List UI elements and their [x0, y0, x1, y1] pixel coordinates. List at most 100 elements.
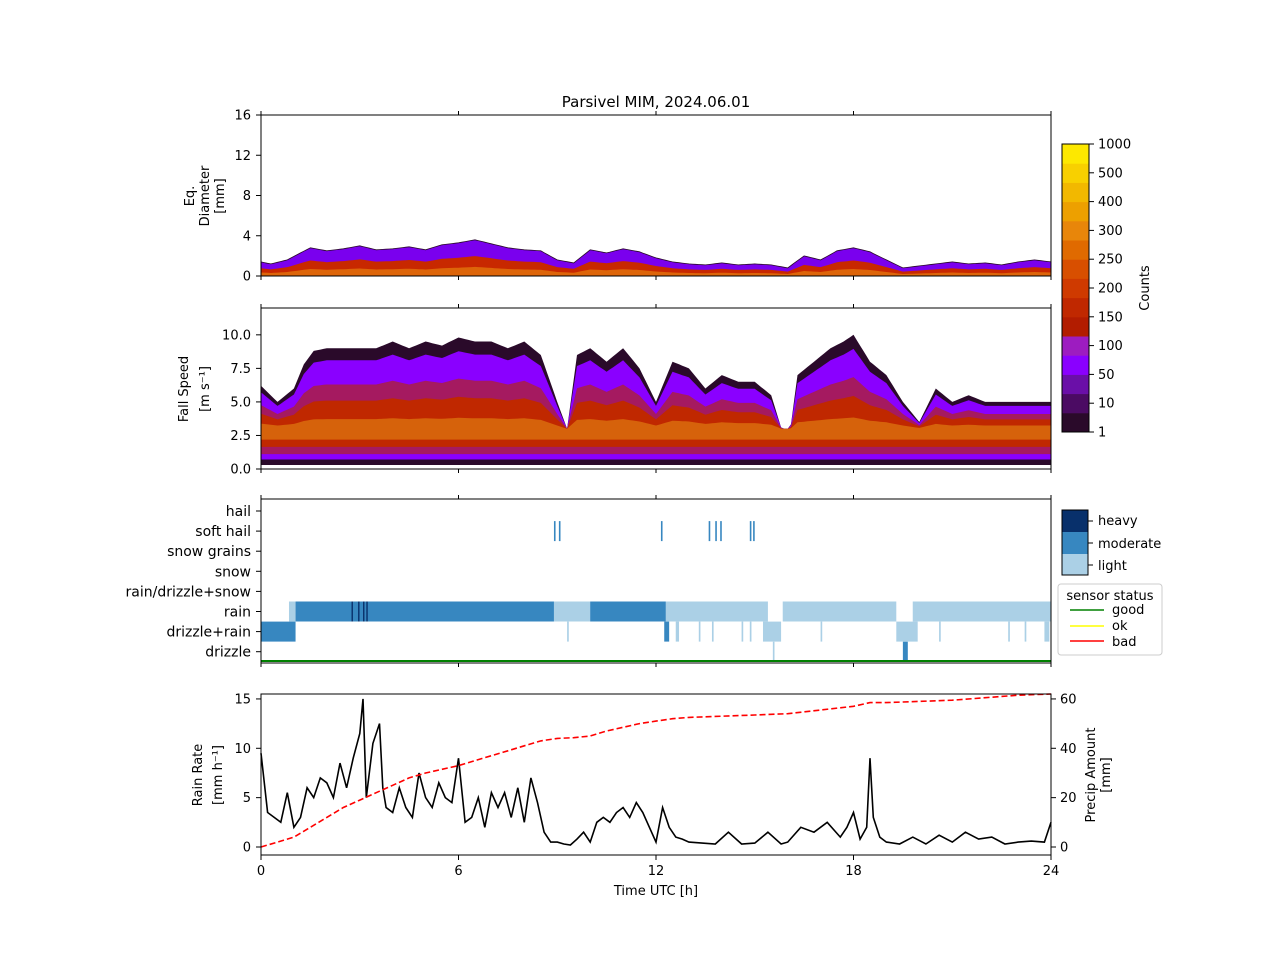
precip-segment: [295, 601, 554, 622]
precip-amount-y-label-line1: Precip Amount: [1084, 728, 1099, 823]
status-legend-title: sensor status: [1066, 589, 1153, 604]
precip-type-y-tick-label: rain: [224, 605, 251, 621]
colorbar-tick-label: 100: [1098, 339, 1123, 354]
diameter-envelope-peak: [261, 266, 1051, 276]
sensor-status-legend: sensor status good ok bad: [1057, 583, 1163, 656]
precip-type-panel: hail soft hail snow grains snow rain/drizzle…: [126, 495, 1052, 667]
x-tick-label: 6: [454, 864, 462, 879]
precip-type-y-tick-label: hail: [226, 504, 251, 520]
legend-label-moderate: moderate: [1098, 537, 1161, 552]
diameter-panel: 0 4 8 12 16 Eq. Diameter [mm]: [183, 109, 1052, 285]
x-axis-label: Time UTC [h]: [613, 884, 698, 899]
soft-hail-mark: [720, 521, 722, 542]
colorbar-cell: [1062, 374, 1089, 395]
precip-segment: [665, 601, 768, 622]
soft-hail-mark: [558, 521, 561, 542]
precip-segment: [902, 641, 908, 662]
colorbar-tick-label: 50: [1098, 368, 1115, 383]
diameter-y-label-line1: Eq.: [183, 186, 198, 207]
chart-title: Parsivel MIM, 2024.06.01: [562, 93, 750, 111]
colorbar-cell: [1062, 412, 1089, 433]
precip-segment: [675, 621, 680, 642]
precip-segment: [288, 601, 296, 622]
precip-amount-line: [260, 693, 1052, 848]
colorbar-cell: [1062, 220, 1089, 241]
colorbar-cell: [1062, 163, 1089, 183]
status-label-ok: ok: [1112, 619, 1128, 634]
rain-rate-y-tick-label: 5: [243, 791, 251, 806]
rain-rate-y-label-line2: [mm h⁻¹]: [211, 745, 226, 805]
colorbar-cell: [1062, 240, 1089, 260]
status-label-good: good: [1112, 603, 1144, 618]
precip-segment: [1024, 621, 1027, 642]
precip-type-y-tick-label: soft hail: [195, 524, 251, 540]
diameter-heatmap: [260, 239, 1052, 277]
precip-segment: [698, 621, 701, 642]
colorbar-tick-label: 1: [1098, 426, 1106, 441]
fall-speed-y-tick-label: 0.0: [230, 463, 251, 478]
colorbar-cell: [1062, 393, 1089, 414]
precip-segment: [590, 601, 666, 622]
legend-swatch-moderate: [1062, 532, 1088, 554]
rain-rate-line: [260, 698, 1052, 846]
colorbar-cell: [1062, 201, 1089, 222]
colorbar-ticks: 1 10 50 100 150 200 250 300 400 500 1000: [1089, 138, 1131, 441]
colorbar-cell: [1062, 316, 1089, 337]
precip-type-bars: [261, 521, 1051, 662]
fall-speed-y-label-line2: [m s⁻¹]: [198, 366, 213, 412]
x-tick-label: 18: [845, 864, 862, 879]
precip-type-y-tick-label: snow: [215, 564, 251, 580]
diameter-y-tick-label: 12: [234, 149, 251, 164]
legend-label-light: light: [1098, 559, 1127, 574]
colorbar-cell: [1062, 144, 1089, 164]
heavy-rain-mark: [366, 601, 368, 622]
x-tick-label: 12: [648, 864, 665, 879]
precip-amount-y-tick-label: 60: [1060, 692, 1077, 707]
diameter-y-label-line3: [mm]: [213, 178, 228, 213]
precip-type-y-tick-label: drizzle: [205, 645, 251, 661]
precip-amount-y-tick-label: 20: [1060, 791, 1077, 806]
diameter-y-tick-label: 4: [243, 229, 251, 244]
rain-rate-y-label-line1: Rain Rate: [191, 744, 206, 807]
precip-segment: [261, 621, 296, 642]
rain-rate-lines: [260, 693, 1052, 848]
diameter-y-label-line2: Diameter: [198, 165, 213, 226]
fall-speed-y-ticks: 0.0 2.5 5.0 7.5 10.0: [222, 304, 1052, 478]
precip-segment: [1008, 621, 1010, 642]
soft-hail-mark: [708, 521, 711, 542]
colorbar-cell: [1062, 259, 1089, 279]
precip-segment: [711, 621, 714, 642]
precip-segment: [939, 621, 941, 642]
soft-hail-mark: [753, 521, 755, 542]
precip-segment: [820, 621, 823, 642]
soft-hail-mark: [660, 521, 663, 542]
precip-segment: [782, 601, 897, 622]
legend-swatch-light: [1062, 554, 1088, 575]
rain-rate-panel: 0 5 10 15 0 20 40 60 0 6 12 18 24 Rain Rate [mm h⁻¹…: [191, 692, 1114, 899]
diameter-y-tick-label: 8: [243, 189, 251, 204]
precip-segment: [553, 601, 591, 622]
rain-rate-y-ticks: 0 5 10 15 0 20 40 60: [234, 692, 1076, 855]
precip-type-y-tick-label: drizzle+rain: [166, 625, 251, 641]
colorbar-tick-label: 250: [1098, 253, 1123, 268]
status-label-bad: bad: [1112, 635, 1136, 650]
intensity-legend: heavy moderate light: [1061, 509, 1161, 576]
rain-rate-y-tick-label: 10: [234, 742, 251, 757]
precip-segment: [741, 621, 744, 642]
x-tick-label: 0: [257, 864, 265, 879]
precip-amount-y-tick-label: 0: [1060, 841, 1068, 856]
colorbar-cell: [1062, 355, 1089, 375]
fall-speed-heatmap: [261, 334, 1051, 465]
precip-segment: [912, 601, 1051, 622]
legend-swatch-heavy: [1062, 510, 1088, 532]
precip-type-y-tick-label: rain/drizzle+snow: [126, 584, 251, 600]
precip-segment: [1044, 621, 1050, 642]
colorbar-tick-label: 500: [1098, 166, 1123, 181]
colorbar-cells: [1062, 144, 1089, 433]
rain-rate-y-tick-label: 15: [234, 692, 251, 707]
precip-segment: [762, 621, 782, 642]
colorbar-cell: [1062, 278, 1089, 299]
colorbar-cell: [1062, 336, 1089, 356]
fall-speed-y-tick-label: 2.5: [230, 429, 251, 444]
